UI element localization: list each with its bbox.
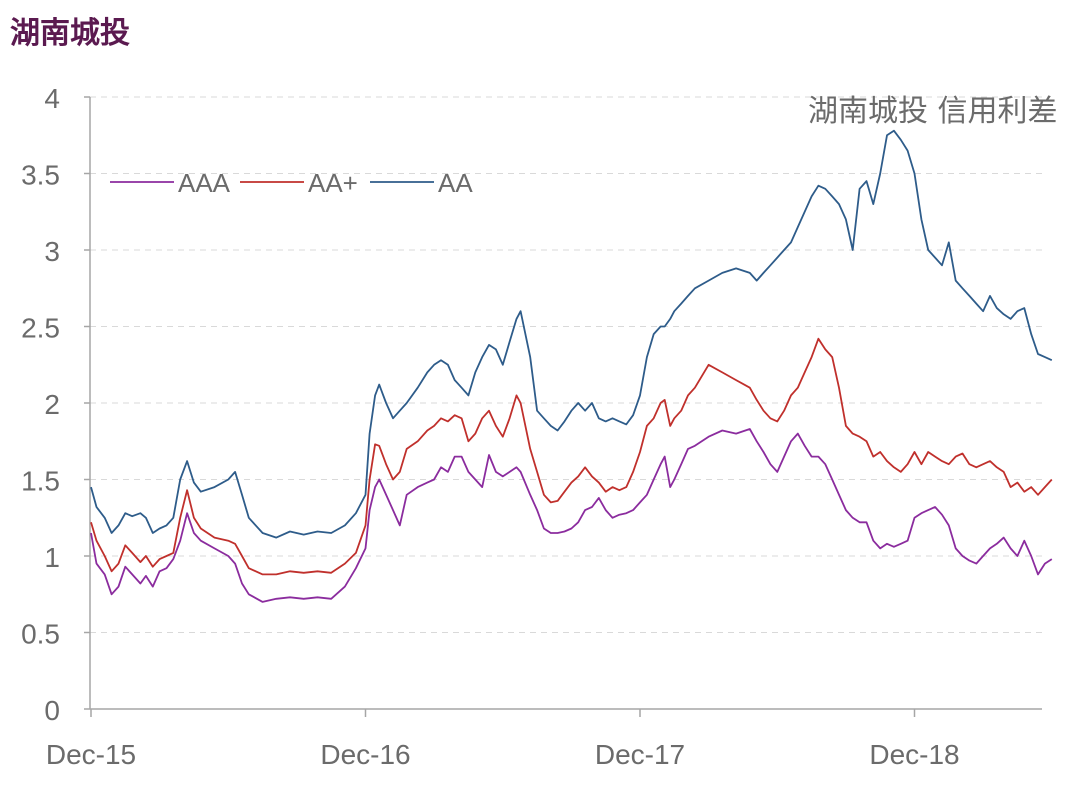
y-axis-tick-labels: 0 0.5 1 1.5 2 2.5 3 3.5 4: [21, 83, 60, 726]
y-tick-label: 2: [44, 389, 60, 420]
legend-label: AA: [438, 168, 473, 198]
series-lines: [90, 129, 1053, 603]
legend-label: AAA: [178, 168, 231, 198]
series-line-aa: [90, 129, 1053, 539]
grid-lines: [90, 96, 1042, 633]
x-axis-tick-labels: Dec-15 Dec-16 Dec-17 Dec-18: [46, 739, 960, 770]
page-title: 湖南城投: [10, 16, 130, 51]
x-tick-label: Dec-16: [320, 739, 410, 770]
axes: [84, 96, 1042, 717]
legend: AAA AA+ AA: [110, 168, 473, 198]
x-tick-label: Dec-15: [46, 739, 136, 770]
y-tick-label: 1: [44, 542, 60, 573]
y-tick-label: 0: [44, 695, 60, 726]
y-tick-label: 2.5: [21, 313, 60, 344]
y-tick-label: 3.5: [21, 160, 60, 191]
y-tick-label: 0.5: [21, 619, 60, 650]
y-tick-label: 1.5: [21, 466, 60, 497]
y-tick-label: 4: [44, 83, 60, 114]
series-line-aaa: [90, 428, 1053, 603]
series-line-aa-plus: [90, 337, 1053, 576]
y-tick-label: 3: [44, 236, 60, 267]
chart-title: 湖南城投 信用利差: [808, 94, 1058, 129]
x-tick-label: Dec-17: [595, 739, 685, 770]
x-tick-label: Dec-18: [869, 739, 959, 770]
legend-label: AA+: [308, 168, 358, 198]
